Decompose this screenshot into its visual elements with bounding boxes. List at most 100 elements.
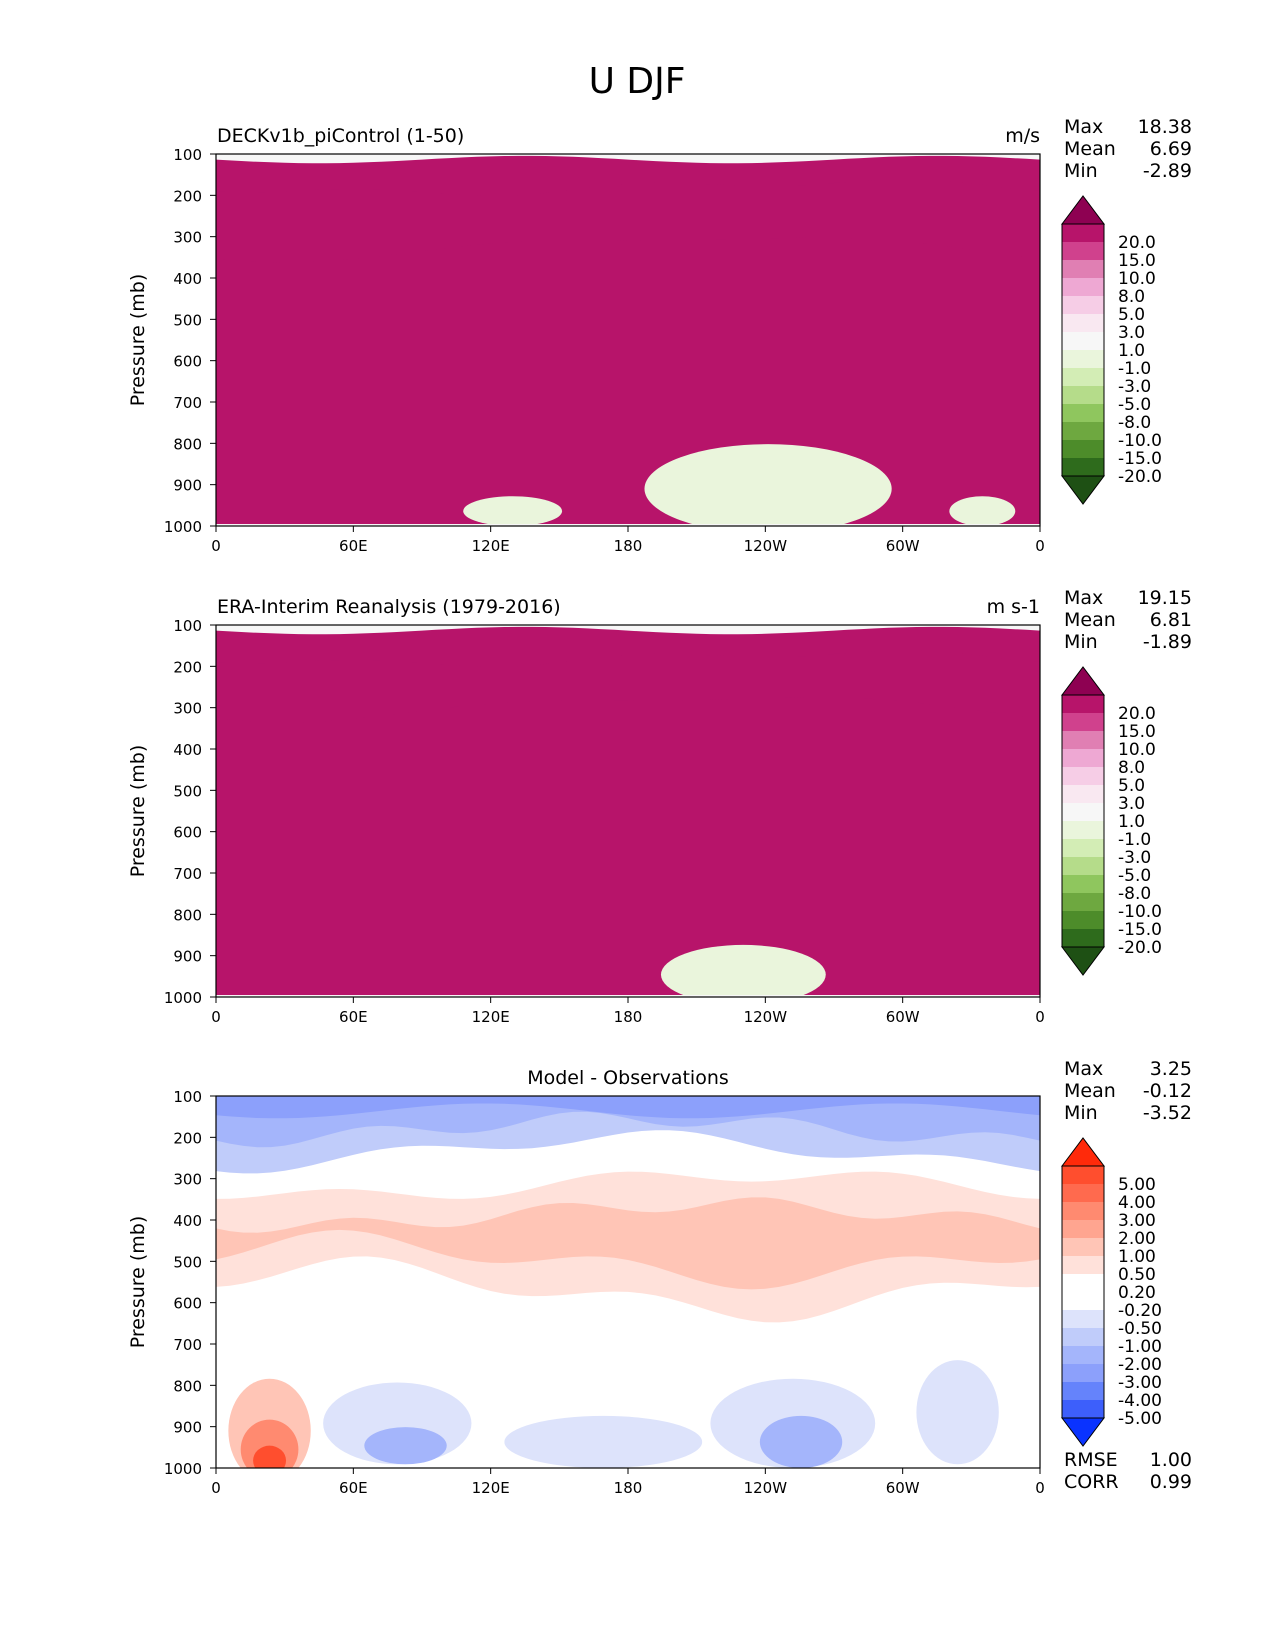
colorbar-label: 20.0 (1118, 233, 1156, 253)
stat-value-max: 18.38 (1138, 116, 1192, 138)
colorbar-label: 20.0 (1118, 704, 1156, 724)
surface-pool (660, 944, 826, 997)
colorbar-segment (1062, 875, 1104, 893)
colorbar-segment (1062, 332, 1104, 350)
colorbar-segment (1062, 1346, 1104, 1364)
y-tick-label: 400 (173, 270, 202, 288)
colorbar-segment (1062, 1382, 1104, 1400)
y-tick-label: 500 (173, 311, 202, 329)
colorbar-segment (1062, 821, 1104, 839)
negative-patch (504, 1415, 703, 1468)
colorbar-segment (1062, 404, 1104, 422)
colorbar-label: -3.0 (1118, 377, 1151, 397)
x-tick-label: 0 (1035, 1008, 1045, 1026)
colorbar-label: -1.0 (1118, 830, 1151, 850)
stat-value-min: -1.89 (1143, 631, 1192, 653)
colorbar-label: 8.0 (1118, 758, 1145, 778)
y-tick-label: 900 (173, 477, 202, 495)
y-tick-label: 400 (173, 1212, 202, 1230)
colorbar-label: -10.0 (1118, 902, 1162, 922)
x-tick-label: 60E (339, 1479, 368, 1497)
stat-label-min: Min (1064, 160, 1098, 182)
y-tick-label: 200 (173, 1129, 202, 1147)
x-tick-label: 0 (1035, 537, 1045, 555)
colorbar-segment (1062, 695, 1104, 713)
y-tick-label: 300 (173, 700, 202, 718)
colorbar-segment (1062, 350, 1104, 368)
colorbar-frame (1061, 223, 1105, 477)
y-tick-label: 700 (173, 394, 202, 412)
y-tick-label: 600 (173, 353, 202, 371)
colorbar-segment (1062, 713, 1104, 731)
colorbar-label: 1.00 (1118, 1247, 1156, 1267)
surface-pool (949, 496, 1016, 526)
colorbar-label: -1.00 (1118, 1337, 1162, 1357)
stat-label-corr: CORR (1064, 1471, 1119, 1493)
stat-value-mean: 6.69 (1150, 138, 1192, 160)
x-tick-label: 120E (472, 1479, 510, 1497)
stat-label-mean: Mean (1064, 138, 1116, 160)
colorbar-segment (1062, 260, 1104, 278)
y-tick-label: 100 (173, 617, 202, 635)
y-tick-label: 300 (173, 1171, 202, 1189)
contour-band (216, 626, 1040, 997)
colorbar-label: -20.0 (1118, 467, 1162, 487)
colorbar-label: 15.0 (1118, 722, 1156, 742)
colorbar-extend-top (1061, 666, 1105, 696)
positive-band (216, 1197, 1040, 1290)
surface-edge (216, 995, 1040, 997)
x-tick-label: 120E (472, 1008, 510, 1026)
y-axis-label: Pressure (mb) (127, 745, 149, 878)
colorbar-segment (1062, 1274, 1104, 1292)
colorbar-extend-bottom (1061, 1417, 1105, 1447)
y-tick-label: 1000 (164, 1460, 202, 1478)
colorbar-label: -10.0 (1118, 431, 1162, 451)
x-tick-label: 60W (886, 1479, 920, 1497)
x-tick-label: 60E (339, 537, 368, 555)
x-tick-label: 0 (211, 537, 221, 555)
colorbar-segment (1062, 1220, 1104, 1238)
colorbar-segment (1062, 1400, 1104, 1418)
colorbar-label: -0.50 (1118, 1319, 1162, 1339)
y-tick-label: 600 (173, 1295, 202, 1313)
colorbar-extend-bottom (1061, 475, 1105, 505)
negative-band (216, 1096, 1040, 1148)
stat-label-mean: Mean (1064, 609, 1116, 631)
y-tick-label: 600 (173, 824, 202, 842)
colorbar-segment (1062, 1292, 1104, 1310)
stat-value-mean: 6.81 (1150, 609, 1192, 631)
figure-title: U DJF (589, 61, 686, 102)
surface-pool (644, 444, 892, 526)
colorbar-segment (1062, 296, 1104, 314)
surface-pool (463, 496, 563, 526)
colorbar-segment (1062, 314, 1104, 332)
y-tick-label: 800 (173, 435, 202, 453)
y-tick-label: 900 (173, 948, 202, 966)
jet-core (216, 179, 1040, 263)
colorbar-label: -8.0 (1118, 413, 1151, 433)
stat-value-min: -2.89 (1143, 160, 1192, 182)
y-tick-label: 500 (173, 1253, 202, 1271)
stat-value-max: 19.15 (1138, 587, 1192, 609)
panel-units: m s-1 (987, 596, 1040, 618)
colorbar-segment (1062, 1184, 1104, 1202)
colorbar-segment (1062, 224, 1104, 242)
colorbar-segment (1062, 803, 1104, 821)
colorbar-segment (1062, 368, 1104, 386)
colorbar-label: 5.00 (1118, 1175, 1156, 1195)
colorbar-segment (1062, 278, 1104, 296)
colorbar-segment (1062, 422, 1104, 440)
y-tick-label: 300 (173, 229, 202, 247)
colorbar-segment (1062, 1256, 1104, 1274)
y-tick-label: 700 (173, 1336, 202, 1354)
colorbar-segment (1062, 857, 1104, 875)
colorbar-label: -20.0 (1118, 938, 1162, 958)
panel-1: DECKv1b_piControl (1-50) m/s 100 200 300 400 5… (127, 116, 1192, 555)
negative-band (216, 1096, 1040, 1119)
y-tick-label: 500 (173, 782, 202, 800)
colorbar-label: -0.20 (1118, 1301, 1162, 1321)
x-tick-label: 180 (614, 1479, 643, 1497)
stat-value-corr: 0.99 (1150, 1471, 1192, 1493)
stat-value-min: -3.52 (1143, 1102, 1192, 1124)
stat-value-rmse: 1.00 (1150, 1449, 1192, 1471)
